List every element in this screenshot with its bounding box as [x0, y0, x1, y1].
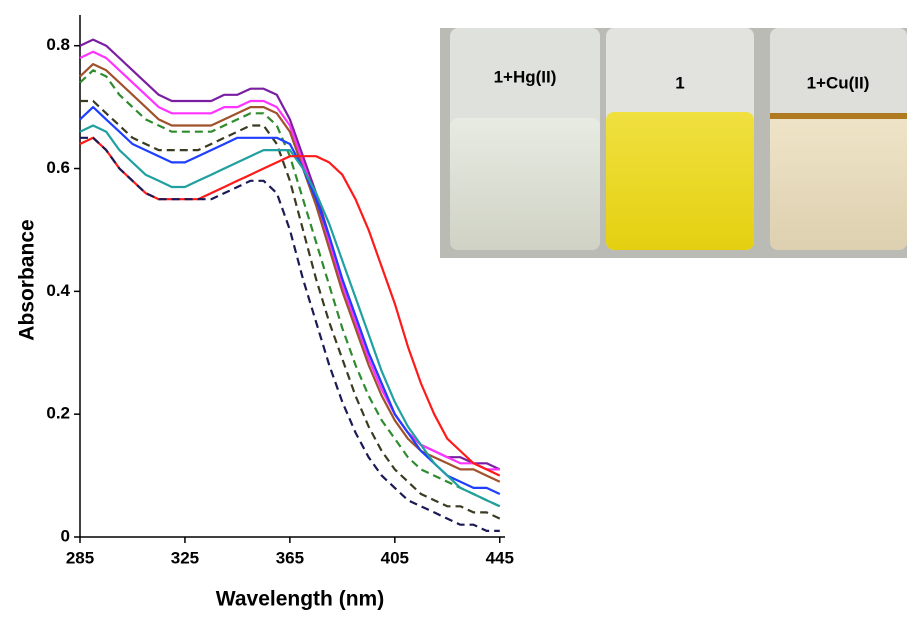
y-axis-label: Absorbance [16, 219, 39, 340]
x-tick-label: 365 [276, 548, 304, 567]
y-tick-label: 0.2 [46, 404, 70, 423]
chart: 1+Hg(II) 1 1+Cu(II) Wavelength (nm) Abso… [0, 0, 907, 613]
series-line [80, 101, 500, 519]
series-line [80, 126, 500, 507]
x-tick-label: 325 [171, 548, 199, 567]
annotation: 1+Cu(II) [807, 73, 870, 92]
y-tick-label: 0 [61, 526, 70, 545]
annotation: 1+Hg(II) [494, 67, 557, 86]
series-line [80, 138, 500, 476]
annotation: 1 [675, 73, 684, 92]
series-line [80, 52, 500, 470]
y-tick-label: 0.6 [46, 158, 70, 177]
series-line [80, 107, 500, 494]
series-line [80, 138, 500, 531]
x-tick-label: 405 [381, 548, 409, 567]
y-tick-label: 0.4 [46, 281, 70, 300]
photo-inset: 1+Hg(II) 1 1+Cu(II) [440, 28, 907, 258]
x-tick-label: 445 [486, 548, 514, 567]
x-tick-label: 285 [66, 548, 94, 567]
series-line [80, 70, 500, 506]
y-tick-label: 0.8 [46, 35, 70, 54]
x-axis-label: Wavelength (nm) [216, 588, 384, 611]
